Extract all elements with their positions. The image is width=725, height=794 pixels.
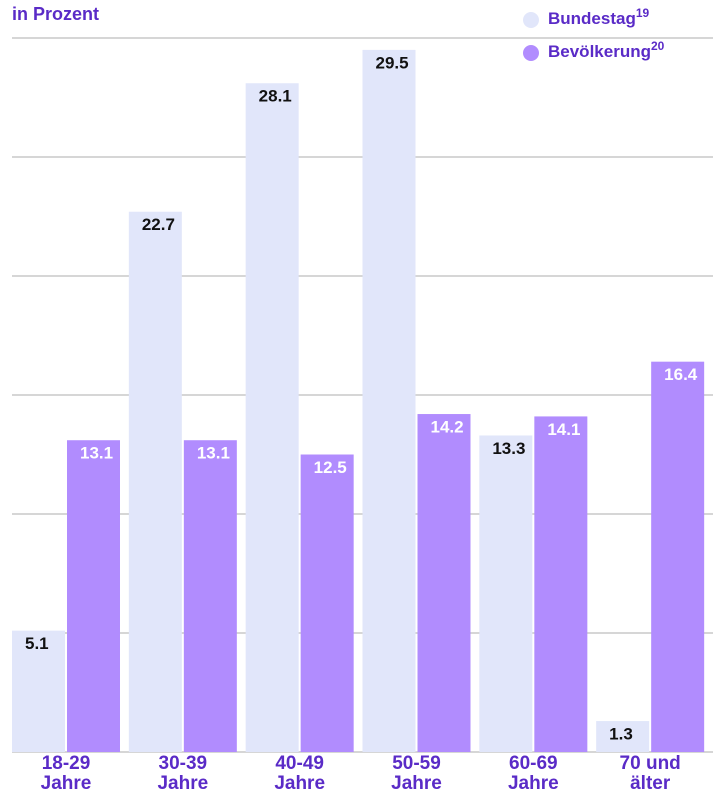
value-label: 12.5 (314, 458, 347, 477)
value-label: 13.1 (197, 444, 230, 463)
x-tick-label: 50-59 Jahre (391, 753, 442, 794)
legend-name: Bevölkerung (548, 42, 651, 61)
bar (128, 211, 182, 753)
x-tick-label: 60-69 Jahre (508, 753, 559, 794)
x-tick-line: älter (630, 773, 671, 794)
legend-label: Bevölkerung20 (548, 39, 665, 61)
value-label: 14.2 (431, 418, 464, 437)
legend-label: Bundestag19 (548, 6, 650, 28)
bar (596, 721, 650, 752)
bar (362, 49, 416, 752)
chart-subtitle: in Prozent (12, 4, 99, 24)
legend-marker (523, 12, 539, 28)
value-label: 5.1 (25, 634, 49, 653)
legend-note: 20 (651, 39, 665, 53)
bar (417, 414, 471, 752)
legend-marker (523, 45, 539, 61)
x-tick-line: 70 und (620, 753, 681, 774)
x-tick-label: 30-39 Jahre (157, 753, 208, 794)
x-tick-line: Jahre (274, 773, 325, 794)
bar (183, 440, 237, 752)
x-tick-line: 18-29 (42, 753, 91, 774)
value-label: 22.7 (142, 215, 175, 234)
x-tick-line: 50-59 (392, 753, 441, 774)
bar (534, 416, 588, 752)
x-tick-line: Jahre (41, 773, 92, 794)
value-label: 29.5 (376, 53, 409, 72)
bar (12, 630, 65, 752)
bar (245, 83, 299, 753)
x-tick-line: 30-39 (159, 753, 208, 774)
legend-note: 19 (636, 6, 650, 20)
x-tick-label: 70 und älter (620, 753, 681, 794)
bar (651, 361, 705, 752)
value-label: 16.4 (664, 365, 698, 384)
value-label: 14.1 (547, 420, 580, 439)
x-tick-line: 40-49 (275, 753, 324, 774)
bar (300, 454, 354, 752)
value-label: 13.3 (492, 439, 525, 458)
x-tick-line: Jahre (391, 773, 442, 794)
x-tick-label: 40-49 Jahre (274, 753, 325, 794)
bar (67, 440, 120, 752)
value-label: 1.3 (609, 725, 633, 744)
x-tick-line: 60-69 (509, 753, 558, 774)
value-label: 28.1 (259, 87, 292, 106)
value-label: 13.1 (80, 444, 113, 463)
legend-name: Bundestag (548, 9, 636, 28)
x-tick-line: Jahre (157, 773, 208, 794)
x-tick-line: Jahre (508, 773, 559, 794)
x-tick-label: 18-29 Jahre (41, 753, 92, 794)
bar (479, 435, 533, 752)
